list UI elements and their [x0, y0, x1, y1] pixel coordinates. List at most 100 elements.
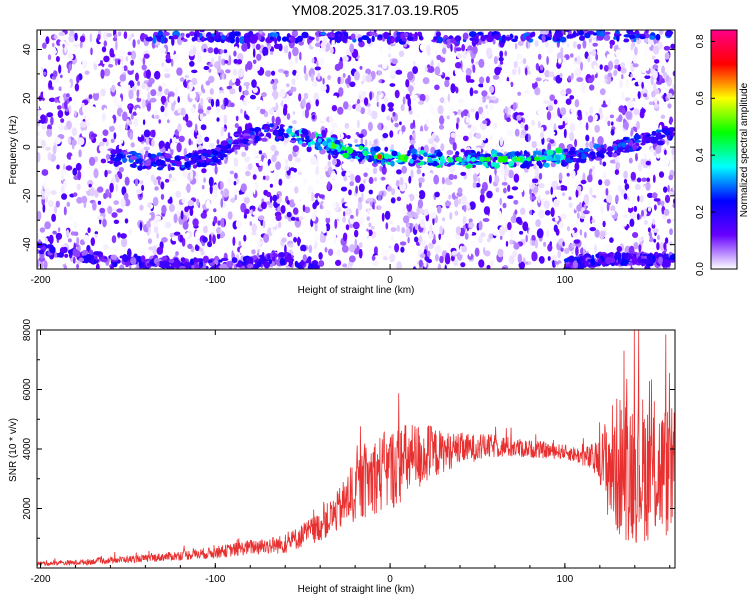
speckle [549, 94, 555, 101]
speckle [346, 170, 351, 177]
ridge-blob [268, 123, 275, 128]
speckle [653, 82, 657, 91]
ridge-blob [384, 146, 389, 152]
speckle [435, 135, 439, 143]
speckle [97, 180, 101, 187]
speckle [634, 88, 637, 97]
speckle [584, 231, 587, 239]
speckle [59, 96, 64, 103]
speckle [176, 142, 182, 153]
speckle [428, 242, 434, 249]
speckle [191, 69, 198, 74]
speckle [42, 204, 46, 213]
speckle [219, 73, 223, 81]
speckle [518, 66, 521, 75]
speckle [503, 187, 507, 194]
speckle [421, 240, 427, 247]
speckle [203, 225, 208, 234]
band-blob [435, 31, 441, 37]
speckle [524, 89, 531, 94]
speckle [391, 58, 398, 65]
speckle [302, 98, 306, 107]
ridge-blob [532, 154, 537, 158]
band-blob [281, 36, 288, 42]
colorbar-tick-label: 0.8 [695, 34, 706, 48]
speckle [321, 223, 326, 233]
speckle [357, 119, 360, 129]
speckle [90, 106, 97, 116]
speckle [277, 221, 282, 229]
band-blob [258, 258, 264, 262]
speckle [235, 115, 239, 122]
speckle [272, 194, 278, 202]
speckle [163, 64, 167, 69]
speckle [310, 73, 314, 82]
speckle [471, 57, 474, 64]
speckle [169, 196, 173, 204]
speckle [672, 70, 675, 77]
speckle [99, 207, 106, 214]
speckle [213, 189, 218, 200]
ridge-blob [603, 143, 607, 149]
speckle [85, 185, 89, 192]
speckle [431, 238, 437, 245]
speckle [580, 61, 583, 71]
speckle [467, 253, 474, 260]
speckle [103, 55, 110, 63]
speckle [530, 78, 536, 84]
speckle [169, 177, 176, 182]
speckle [545, 229, 550, 238]
speckle [291, 78, 296, 86]
speckle [402, 96, 406, 105]
speckle [234, 46, 238, 51]
speckle [434, 244, 442, 254]
speckle [305, 102, 311, 111]
speckle [513, 60, 518, 69]
speckle [271, 154, 277, 163]
speckle [637, 91, 641, 100]
speckle [467, 184, 474, 192]
speckle [146, 220, 151, 230]
speckle [61, 244, 68, 248]
speckle [66, 93, 70, 98]
band-blob [616, 35, 620, 42]
speckle [78, 149, 82, 158]
speckle [102, 129, 109, 136]
ridge-blob [109, 160, 114, 165]
speckle [243, 90, 249, 96]
band-blob [64, 253, 69, 258]
speckle [229, 170, 235, 175]
x-tick-label: -100 [205, 275, 225, 286]
ridge-peak [554, 154, 561, 161]
speckle [160, 95, 167, 104]
speckle [389, 220, 393, 225]
speckle [315, 99, 320, 107]
speckle [540, 72, 545, 77]
speckle [41, 195, 45, 200]
speckle [137, 39, 141, 45]
speckle [533, 212, 537, 218]
speckle [345, 224, 350, 231]
speckle [170, 58, 174, 67]
speckle [182, 116, 186, 121]
ridge-blob [298, 140, 303, 145]
speckle [271, 90, 279, 100]
colorbar: 0.00.20.40.60.8 Normalized spectral ampl… [695, 29, 750, 276]
speckle [504, 50, 508, 57]
speckle [504, 137, 507, 143]
speckle [643, 152, 647, 161]
speckle [551, 111, 558, 119]
speckle [607, 120, 611, 127]
ridge-blob [241, 137, 250, 145]
speckle [368, 263, 373, 269]
ridge-blob [160, 155, 165, 159]
ridge-blob [175, 160, 182, 167]
ridge-blob [595, 157, 603, 161]
ridge-blob [516, 152, 522, 156]
speckle [528, 229, 532, 239]
speckle [355, 208, 359, 217]
ridge-blob [507, 161, 515, 167]
speckle [416, 112, 420, 118]
speckle [613, 70, 618, 77]
band-blob [145, 36, 153, 42]
